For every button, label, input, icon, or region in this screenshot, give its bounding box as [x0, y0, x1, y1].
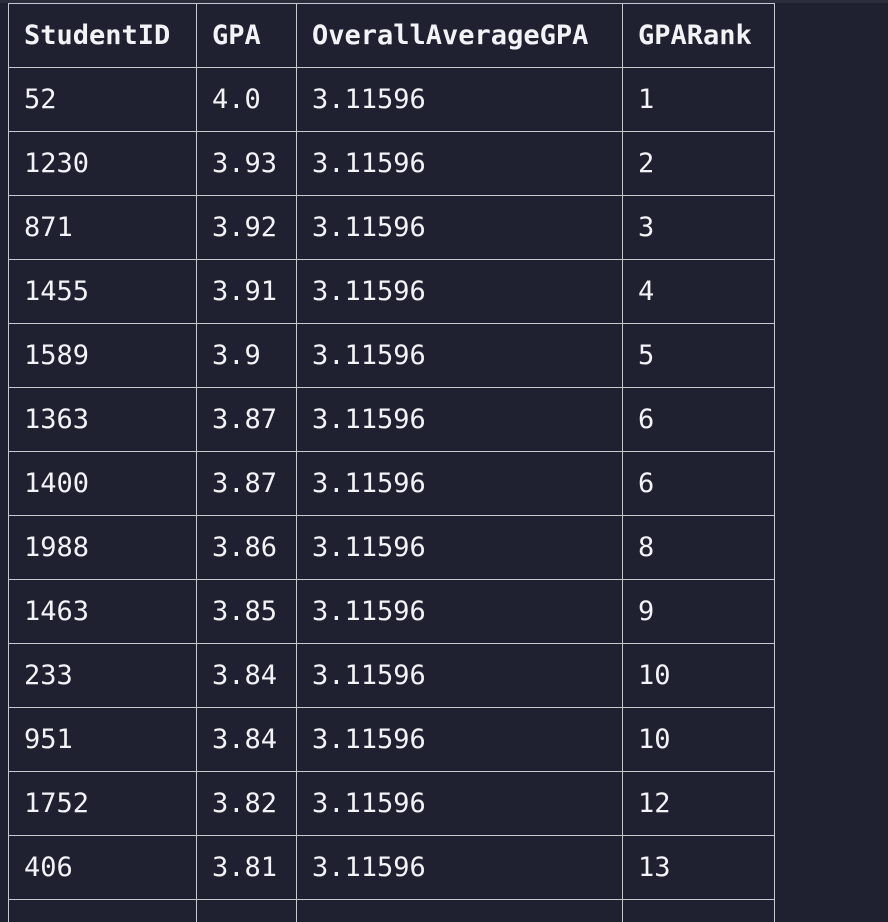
- table-row: 52 4.0 3.11596 1: [8, 67, 775, 132]
- cell-gpa: 3.87: [196, 387, 297, 452]
- cell-studentid: 1589: [8, 323, 197, 388]
- cell-gparank: 5: [622, 323, 775, 388]
- cell-gparank: 1: [622, 67, 775, 132]
- cell-gparank: 8: [622, 515, 775, 580]
- cell-gpa: 3.86: [196, 515, 297, 580]
- cell-overallaveragegpa: 3.11596: [296, 771, 623, 836]
- cell-gparank: 10: [622, 707, 775, 772]
- cell-gpa: 3.85: [196, 579, 297, 644]
- column-header-studentid[interactable]: StudentID: [8, 3, 197, 68]
- cell-gpa: 3.87: [196, 451, 297, 516]
- cell-studentid: 406: [8, 835, 197, 900]
- table-row: 1230 3.93 3.11596 2: [8, 131, 775, 196]
- column-header-gpa[interactable]: GPA: [196, 3, 297, 68]
- cell-overallaveragegpa: [296, 899, 623, 922]
- cell-studentid: 1230: [8, 131, 197, 196]
- column-header-overallaveragegpa[interactable]: OverallAverageGPA: [296, 3, 623, 68]
- cell-overallaveragegpa: 3.11596: [296, 67, 623, 132]
- cell-overallaveragegpa: 3.11596: [296, 515, 623, 580]
- table-row: 1589 3.9 3.11596 5: [8, 323, 775, 388]
- cell-studentid: 1455: [8, 259, 197, 324]
- cell-overallaveragegpa: 3.11596: [296, 835, 623, 900]
- cell-studentid: 52: [8, 67, 197, 132]
- cell-studentid: 951: [8, 707, 197, 772]
- cell-gparank: 6: [622, 451, 775, 516]
- cell-studentid: 233: [8, 643, 197, 708]
- cell-gparank: 10: [622, 643, 775, 708]
- cell-studentid: [8, 899, 197, 922]
- cell-studentid: 1463: [8, 579, 197, 644]
- table-row: 1455 3.91 3.11596 4: [8, 259, 775, 324]
- cell-gpa: 3.84: [196, 643, 297, 708]
- viewer-top-edge: [0, 0, 888, 3]
- cell-overallaveragegpa: 3.11596: [296, 195, 623, 260]
- table-row: [8, 899, 775, 922]
- cell-studentid: 1988: [8, 515, 197, 580]
- cell-gparank: 13: [622, 835, 775, 900]
- table-row: 1400 3.87 3.11596 6: [8, 451, 775, 516]
- table-row: 233 3.84 3.11596 10: [8, 643, 775, 708]
- cell-overallaveragegpa: 3.11596: [296, 387, 623, 452]
- cell-gparank: 2: [622, 131, 775, 196]
- cell-gparank: 9: [622, 579, 775, 644]
- cell-gpa: 3.81: [196, 835, 297, 900]
- cell-gparank: [622, 899, 775, 922]
- cell-gpa: 3.9: [196, 323, 297, 388]
- cell-overallaveragegpa: 3.11596: [296, 323, 623, 388]
- cell-overallaveragegpa: 3.11596: [296, 707, 623, 772]
- cell-gpa: 4.0: [196, 67, 297, 132]
- table-row: 406 3.81 3.11596 13: [8, 835, 775, 900]
- cell-gparank: 6: [622, 387, 775, 452]
- table-header-row: StudentID GPA OverallAverageGPA GPARank: [8, 3, 775, 68]
- table-row: 951 3.84 3.11596 10: [8, 707, 775, 772]
- query-result-table: StudentID GPA OverallAverageGPA GPARank …: [8, 3, 775, 922]
- cell-overallaveragegpa: 3.11596: [296, 131, 623, 196]
- table-row: 1988 3.86 3.11596 8: [8, 515, 775, 580]
- cell-overallaveragegpa: 3.11596: [296, 579, 623, 644]
- cell-gpa: 3.92: [196, 195, 297, 260]
- cell-gpa: 3.82: [196, 771, 297, 836]
- cell-gparank: 12: [622, 771, 775, 836]
- table-row: 1752 3.82 3.11596 12: [8, 771, 775, 836]
- table-row: 1463 3.85 3.11596 9: [8, 579, 775, 644]
- cell-gpa: 3.93: [196, 131, 297, 196]
- cell-overallaveragegpa: 3.11596: [296, 451, 623, 516]
- cell-studentid: 1363: [8, 387, 197, 452]
- cell-overallaveragegpa: 3.11596: [296, 643, 623, 708]
- table-row: 1363 3.87 3.11596 6: [8, 387, 775, 452]
- cell-gparank: 4: [622, 259, 775, 324]
- cell-gpa: [196, 899, 297, 922]
- cell-studentid: 1752: [8, 771, 197, 836]
- cell-gpa: 3.84: [196, 707, 297, 772]
- cell-gparank: 3: [622, 195, 775, 260]
- column-header-gparank[interactable]: GPARank: [622, 3, 775, 68]
- cell-studentid: 871: [8, 195, 197, 260]
- cell-gpa: 3.91: [196, 259, 297, 324]
- cell-studentid: 1400: [8, 451, 197, 516]
- cell-overallaveragegpa: 3.11596: [296, 259, 623, 324]
- table-row: 871 3.92 3.11596 3: [8, 195, 775, 260]
